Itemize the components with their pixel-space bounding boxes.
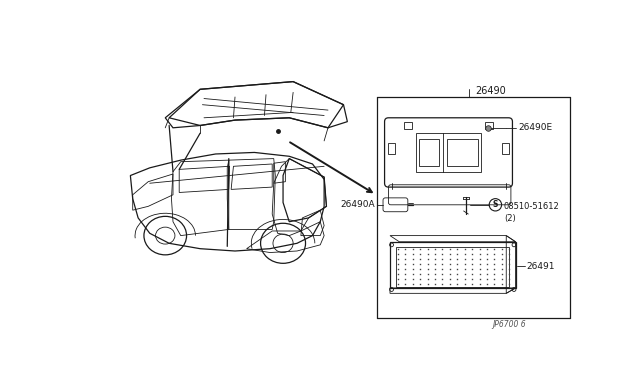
Text: 26491: 26491 (527, 262, 555, 271)
Text: S: S (493, 200, 498, 209)
Text: 26490A: 26490A (340, 200, 374, 209)
Text: 08510-51612
(2): 08510-51612 (2) (504, 202, 559, 223)
Text: 26490E: 26490E (518, 123, 552, 132)
Text: JP6700 6: JP6700 6 (492, 320, 526, 328)
Text: 26490: 26490 (476, 86, 506, 96)
